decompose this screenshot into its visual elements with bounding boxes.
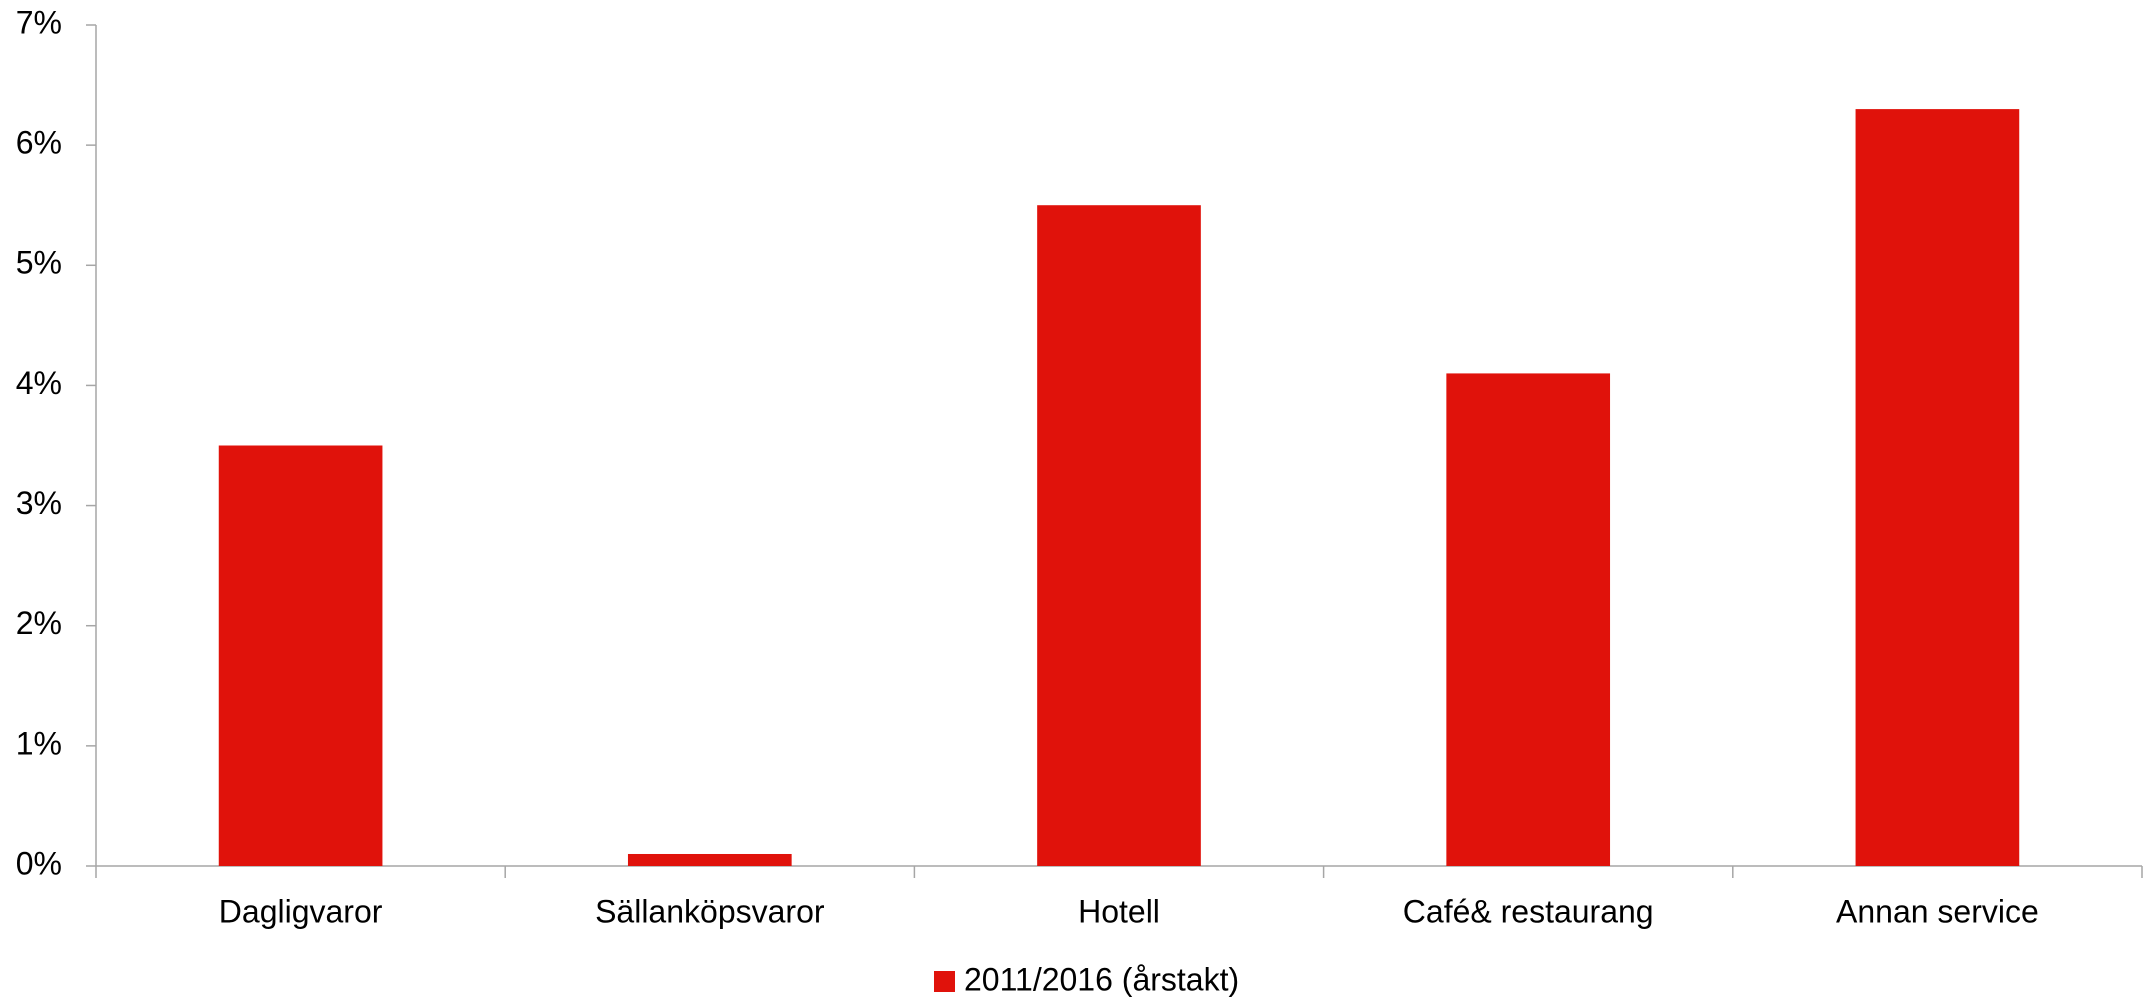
x-tick-label: Café& restaurang — [1403, 893, 1654, 929]
y-tick-label: 7% — [16, 4, 62, 40]
y-tick-label: 6% — [16, 125, 62, 161]
legend-label: 2011/2016 (årstakt) — [964, 961, 1239, 997]
y-tick-label: 4% — [16, 365, 62, 401]
bar — [218, 445, 383, 866]
bar — [1855, 109, 2020, 867]
x-tick-label: Sällanköpsvaror — [595, 893, 825, 929]
x-tick-label: Hotell — [1078, 893, 1160, 929]
bar — [1446, 373, 1611, 866]
legend-swatch — [934, 971, 955, 992]
y-tick-label: 3% — [16, 485, 62, 521]
y-tick-label: 0% — [16, 845, 62, 881]
y-tick-label: 5% — [16, 245, 62, 281]
x-tick-label: Dagligvaror — [219, 893, 383, 929]
y-tick-label: 2% — [16, 605, 62, 641]
bar — [1037, 205, 1201, 866]
bar — [627, 853, 792, 866]
y-tick-label: 1% — [16, 725, 62, 761]
x-tick-label: Annan service — [1836, 893, 2039, 929]
